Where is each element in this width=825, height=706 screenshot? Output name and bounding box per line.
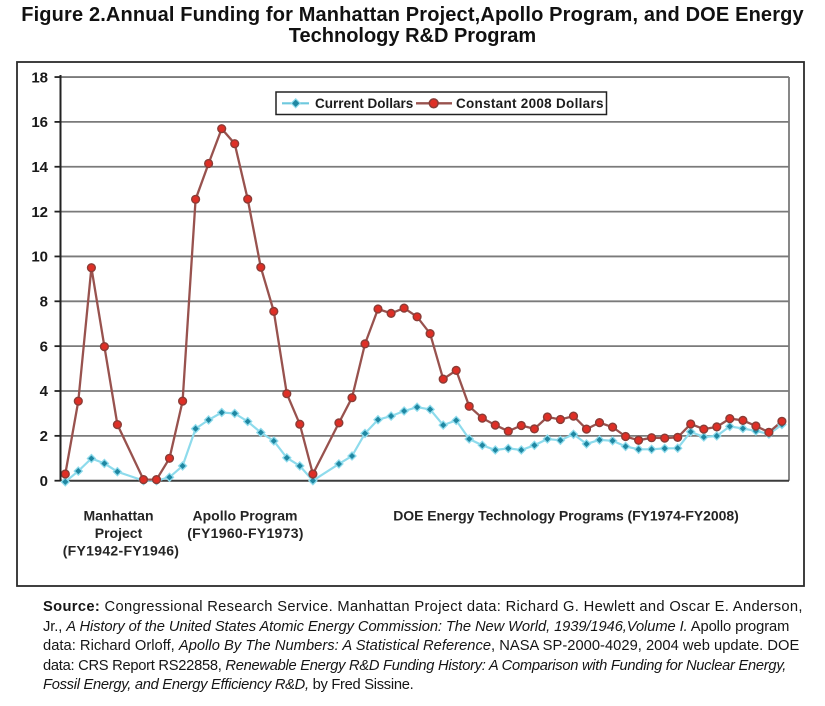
svg-text:Current Dollars: Current Dollars (315, 96, 413, 111)
svg-text:6: 6 (40, 338, 48, 355)
svg-text:16: 16 (31, 114, 48, 131)
svg-text:(FY1960-FY1973): (FY1960-FY1973) (187, 525, 304, 541)
svg-text:Manhattan: Manhattan (84, 508, 154, 524)
svg-text:(FY1942-FY1946): (FY1942-FY1946) (63, 543, 180, 559)
svg-text:12: 12 (31, 204, 48, 221)
svg-text:Project: Project (95, 525, 143, 541)
svg-text:2: 2 (40, 428, 48, 445)
svg-text:8: 8 (40, 294, 48, 311)
svg-text:DOE Energy Technology Programs: DOE Energy Technology Programs (FY1974-F… (393, 508, 739, 524)
svg-text:14: 14 (31, 159, 48, 176)
svg-text:Apollo Program: Apollo Program (192, 508, 297, 524)
svg-text:10: 10 (31, 249, 48, 266)
svg-text:Constant 2008 Dollars: Constant 2008 Dollars (456, 96, 604, 111)
svg-text:0: 0 (40, 473, 48, 490)
svg-text:18: 18 (31, 69, 48, 86)
svg-text:4: 4 (40, 383, 49, 400)
